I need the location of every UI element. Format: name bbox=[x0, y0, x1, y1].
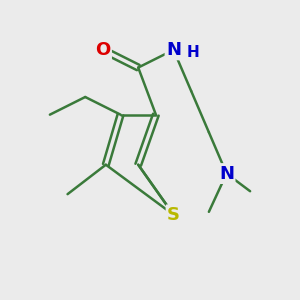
Text: N: N bbox=[219, 165, 234, 183]
Text: O: O bbox=[95, 41, 110, 59]
Text: S: S bbox=[167, 206, 180, 224]
Text: N: N bbox=[166, 41, 181, 59]
Text: H: H bbox=[186, 45, 199, 60]
